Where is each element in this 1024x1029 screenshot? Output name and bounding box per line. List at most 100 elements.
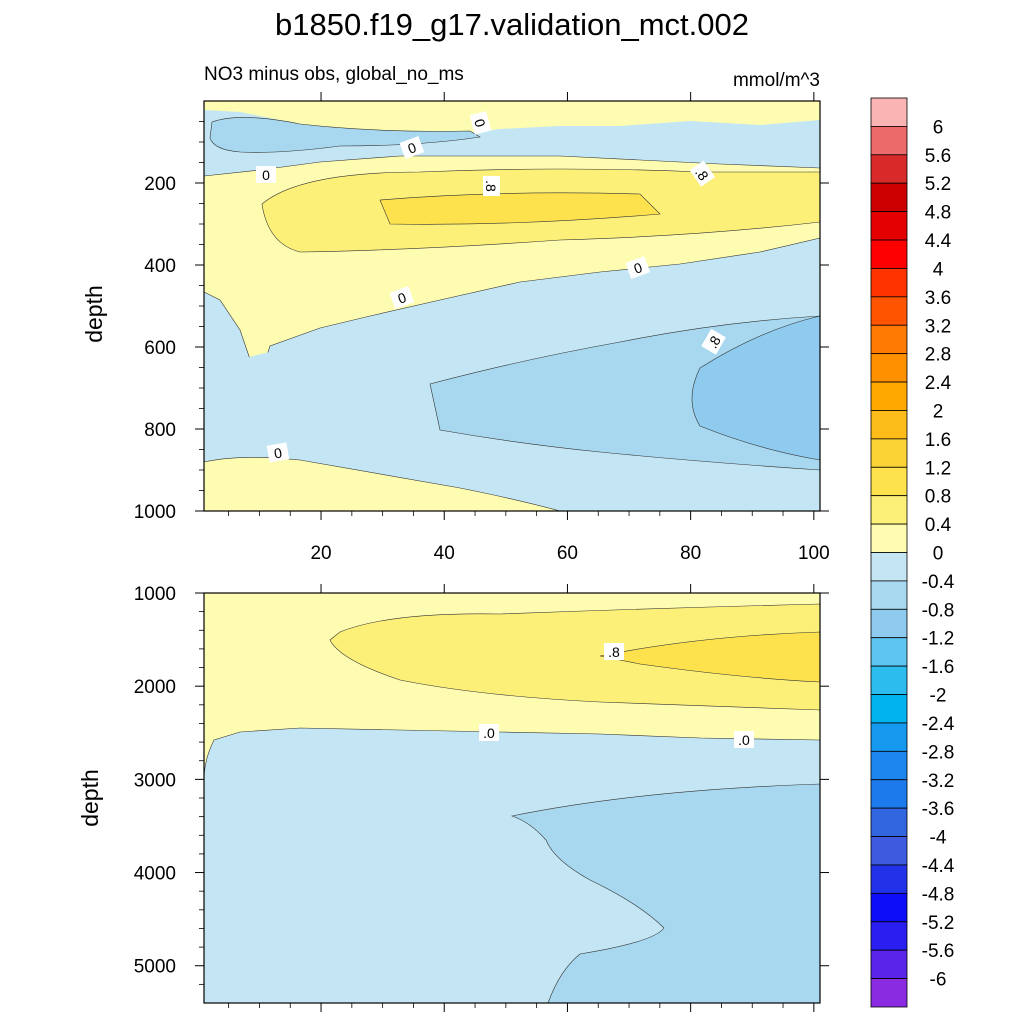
colorbar-label: 5.6: [925, 146, 951, 167]
colorbar-label: 1.2: [925, 458, 951, 479]
lower-contour-label: .0: [734, 731, 754, 748]
colorbar-swatch: [870, 410, 908, 440]
upper-strongest-negative-core: [691, 315, 821, 461]
colorbar-swatch: [870, 750, 908, 781]
colorbar-swatch: [870, 921, 908, 951]
upper-contour-label: 0: [399, 136, 425, 159]
colorbar-label: 0: [933, 544, 944, 565]
lower-panel: .8 .0 .0 1000 2000 3000 4000 5000 depth: [77, 584, 829, 1012]
colorbar-swatch: [870, 949, 908, 979]
upper-contour-label-box: [389, 286, 415, 309]
colorbar-label: 3.6: [925, 288, 951, 309]
upper-contour-label-box: [701, 328, 726, 355]
colorbar: 6 5.6 5.2 4.8 4.4 4 3.6 3.2 2.8 2.4 2 1.6 1.2 0.8 0.4 0…: [870, 97, 955, 1008]
colorbar-label: -3.6: [922, 799, 955, 820]
upper-contour-label-text: 0: [273, 444, 284, 461]
colorbar-label: -5.6: [922, 941, 955, 962]
colorbar-label: 3.2: [925, 316, 951, 337]
colorbar-swatch: [870, 892, 908, 923]
colorbar-swatch: [870, 978, 908, 1008]
colorbar-swatch: [870, 126, 908, 156]
lower-mid-positive-band: [329, 603, 821, 711]
upper-contour-label: 0: [266, 442, 290, 463]
colorbar-swatch: [870, 324, 908, 355]
upper-y-tick-label: 800: [144, 420, 176, 441]
colorbar-label: -4: [930, 828, 947, 849]
colorbar-label: -2: [930, 686, 947, 707]
lower-contour-label: .0: [479, 724, 499, 741]
upper-panel-filled-contours: [203, 101, 821, 512]
colorbar-label: 4: [933, 259, 944, 280]
colorbar-swatch: [870, 97, 908, 127]
colorbar-label: -4.8: [922, 884, 955, 905]
upper-y-tick-label: 1000: [134, 502, 176, 523]
lower-contour-label-box: [479, 724, 499, 741]
colorbar-swatch: [870, 608, 908, 639]
upper-panel-units: mmol/m^3: [733, 70, 820, 91]
colorbar-label: -2.4: [922, 714, 955, 735]
colorbar-swatch: [870, 779, 908, 809]
lower-deep-negative-core: [510, 783, 821, 1004]
colorbar-swatch: [870, 381, 908, 411]
lower-y-tick-label: 1000: [134, 584, 176, 605]
upper-x-tick-label: 60: [557, 543, 578, 564]
colorbar-label: -1.6: [922, 657, 955, 678]
upper-x-tick-label: 80: [680, 543, 701, 564]
colorbar-swatch: [870, 495, 908, 525]
colorbar-swatch: [870, 268, 908, 298]
colorbar-swatch: [870, 836, 908, 866]
colorbar-swatch: [870, 694, 908, 724]
lower-y-tick-label: 4000: [134, 864, 176, 885]
upper-contour-label-box: [469, 111, 492, 135]
colorbar-swatch: [870, 466, 908, 497]
upper-contour-label-text: 0: [262, 167, 270, 183]
lower-x-axis: [228, 584, 815, 1012]
upper-y-tick-label: 200: [144, 174, 176, 195]
upper-contour-label: .8: [483, 176, 500, 196]
upper-surface-positive-band: [204, 101, 820, 137]
colorbar-label: -2.8: [922, 742, 955, 763]
upper-contour-label-text: 0: [471, 117, 489, 129]
colorbar-label: -0.8: [922, 600, 955, 621]
colorbar-label: -5.2: [922, 913, 955, 934]
colorbar-label: -6: [930, 970, 947, 991]
colorbar-label: 0.8: [925, 487, 951, 508]
lower-y-axis-label: depth: [77, 769, 103, 827]
colorbar-swatch: [870, 211, 908, 241]
upper-contour-label: 0: [389, 286, 415, 309]
lower-y-axis: 1000 2000 3000 4000 5000: [134, 584, 829, 985]
lower-contour-labels: .8 .0 .0: [479, 643, 754, 748]
upper-contour-label-box: [625, 256, 651, 279]
upper-panel: NO3 minus obs, global_no_ms mmol/m^3 0 0 0…: [81, 64, 830, 564]
colorbar-swatch: [870, 864, 908, 894]
lower-contour-label-box: [734, 731, 754, 748]
upper-x-tick-label: 40: [434, 543, 455, 564]
colorbar-label: 1.6: [925, 430, 951, 451]
lower-contour-label-text: .0: [483, 725, 495, 741]
upper-contour-label-box: [256, 166, 276, 183]
colorbar-swatch: [870, 353, 908, 383]
upper-y-axis-label: depth: [81, 285, 107, 343]
upper-contour-label: 0: [625, 256, 651, 279]
colorbar-swatch: [870, 182, 908, 213]
lower-y-tick-label: 2000: [134, 677, 176, 698]
colorbar-swatch: [870, 552, 908, 582]
upper-contour-label: .8: [689, 160, 716, 187]
colorbar-swatch: [870, 665, 908, 695]
colorbar-label: -1.2: [922, 629, 955, 650]
upper-contour-label: 0: [469, 111, 492, 135]
figure-title: b1850.f19_g17.validation_mct.002: [275, 7, 749, 42]
colorbar-swatch: [870, 296, 908, 326]
colorbar-swatch: [870, 154, 908, 184]
upper-panel-subtitle: NO3 minus obs, global_no_ms: [204, 64, 464, 85]
lower-y-tick-label: 3000: [134, 770, 176, 791]
colorbar-label: 6: [933, 117, 944, 138]
colorbar-swatch: [870, 722, 908, 752]
colorbar-label: 0.4: [925, 515, 952, 536]
colorbar-label: -0.4: [922, 572, 955, 593]
upper-contour-label-box: [483, 176, 500, 196]
lower-contour-label-box: [604, 643, 624, 660]
upper-contour-label: .8: [701, 328, 726, 355]
